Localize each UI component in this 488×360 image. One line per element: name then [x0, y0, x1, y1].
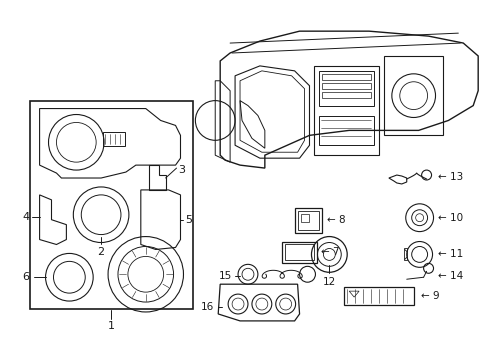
Bar: [284, 244, 314, 260]
Bar: [319, 71, 373, 105]
Text: 16: 16: [201, 302, 214, 312]
Bar: [322, 74, 370, 80]
Bar: [322, 83, 370, 89]
Text: ← 14: ← 14: [438, 271, 463, 281]
Text: 12: 12: [322, 277, 335, 287]
Bar: [403, 248, 406, 260]
Bar: [294, 208, 322, 233]
Text: ← 8: ← 8: [326, 215, 346, 225]
Text: ← 7: ← 7: [321, 247, 339, 257]
Bar: [103, 132, 124, 146]
Text: ← 9: ← 9: [420, 291, 438, 301]
Text: 4: 4: [22, 212, 30, 222]
Text: 1: 1: [107, 321, 114, 331]
Text: 15: 15: [219, 271, 232, 281]
Text: 6: 6: [22, 272, 30, 282]
Bar: [322, 92, 370, 98]
Text: ← 11: ← 11: [438, 249, 463, 260]
Text: 2: 2: [97, 247, 104, 257]
Text: ← 13: ← 13: [438, 172, 463, 182]
Bar: [300, 214, 308, 222]
Bar: [30, 100, 193, 309]
Bar: [281, 242, 317, 264]
Text: ← 10: ← 10: [438, 213, 463, 223]
Bar: [319, 116, 373, 145]
Text: 3: 3: [178, 165, 185, 175]
Bar: [344, 287, 413, 305]
Text: 5: 5: [185, 215, 192, 225]
Bar: [297, 211, 319, 230]
Bar: [383, 56, 443, 135]
